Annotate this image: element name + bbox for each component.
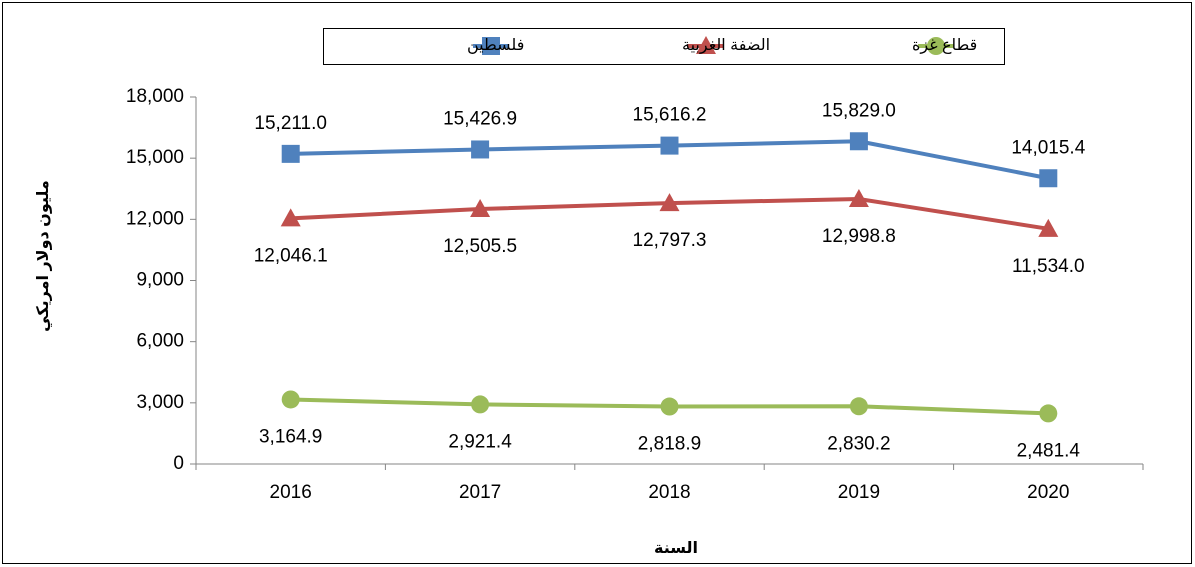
data-label: 15,829.0: [822, 100, 896, 121]
marker: [660, 136, 679, 155]
marker: [281, 144, 300, 163]
marker: [482, 37, 500, 55]
marker: [849, 397, 868, 416]
y-tick-label: 3,000: [136, 392, 184, 413]
legend-label: فلسطين: [467, 37, 524, 55]
data-label: 3,164.9: [259, 426, 322, 447]
x-tick-label: 2019: [838, 482, 880, 503]
data-label: 11,534.0: [1012, 256, 1085, 277]
data-label: 2,830.2: [827, 433, 890, 454]
data-label: 12,505.5: [443, 236, 517, 257]
marker: [1038, 218, 1059, 237]
data-label: 12,998.8: [822, 226, 896, 247]
x-axis-label: السنة: [654, 540, 698, 557]
x-tick-label: 2018: [648, 482, 690, 503]
marker: [281, 390, 300, 409]
data-label: 15,211.0: [254, 113, 327, 134]
marker: [471, 140, 490, 159]
marker: [696, 36, 716, 54]
y-tick-label: 9,000: [136, 270, 184, 291]
legend-box: [323, 28, 1005, 65]
y-tick-label: 15,000: [126, 147, 184, 168]
data-label: 14,015.4: [1011, 137, 1085, 158]
data-label: 12,797.3: [633, 230, 707, 251]
marker: [659, 193, 680, 212]
data-label: 12,046.1: [254, 245, 328, 266]
marker: [660, 397, 679, 416]
y-tick-label: 18,000: [126, 86, 184, 107]
x-tick-label: 2016: [270, 482, 312, 503]
y-tick-label: 12,000: [126, 208, 184, 229]
marker: [470, 199, 491, 218]
y-tick-label: 0: [173, 453, 184, 474]
x-tick-label: 2017: [459, 482, 501, 503]
data-label: 15,616.2: [633, 105, 707, 126]
data-label: 2,818.9: [638, 434, 701, 455]
marker: [927, 37, 945, 55]
marker: [1039, 169, 1058, 188]
x-tick-label: 2020: [1027, 482, 1069, 503]
legend-label: قطاع غزة: [912, 37, 977, 55]
marker: [471, 395, 490, 414]
y-axis-label: مليون دولار امريكي: [35, 180, 53, 332]
data-label: 2,481.4: [1017, 440, 1081, 461]
marker: [849, 132, 868, 151]
marker: [848, 188, 869, 207]
data-label: 15,426.9: [443, 108, 517, 129]
data-label: 2,921.4: [448, 431, 512, 452]
legend-label: الضفة الغربية: [682, 37, 770, 55]
marker: [1039, 404, 1058, 423]
y-tick-label: 6,000: [136, 331, 184, 352]
marker: [280, 208, 301, 227]
